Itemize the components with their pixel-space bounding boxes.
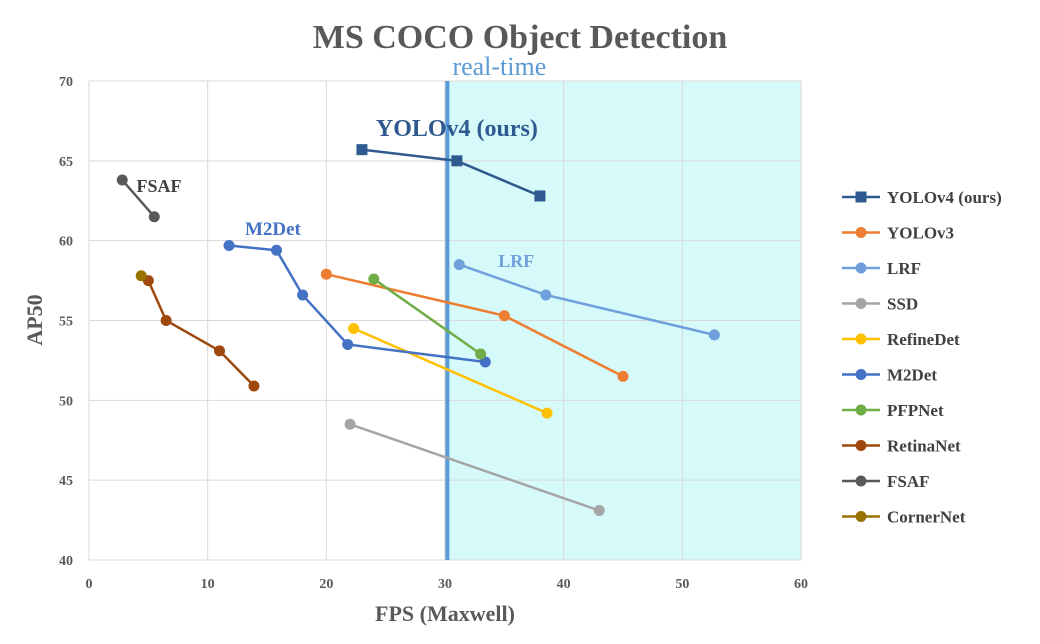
- x-tick-label: 0: [86, 577, 93, 592]
- retinanet-line: [147, 280, 255, 387]
- lrf-point: [708, 329, 720, 341]
- yolov3-point: [320, 268, 332, 280]
- refinedet-point: [348, 322, 360, 334]
- x-tick-label: 40: [557, 577, 571, 592]
- legend-item: YOLOv4 (ours): [842, 188, 1002, 207]
- legend-item: PFPNet: [842, 401, 944, 420]
- y-axis-ticks: 40 45 50 55 60 65 70: [59, 75, 73, 569]
- legend-item: LRF: [842, 259, 921, 278]
- y-tick-label: 70: [59, 75, 73, 90]
- y-tick-label: 50: [59, 394, 73, 409]
- x-axis-ticks: 0 10 20 30 40 50 60: [86, 577, 809, 592]
- series-yolov4-ours: [356, 144, 546, 202]
- fsaf-point: [148, 211, 160, 223]
- retinanet-point: [248, 380, 260, 392]
- legend-item: CornerNet: [842, 508, 966, 527]
- annotation-label: M2Det: [245, 219, 302, 240]
- legend-label: PFPNet: [887, 401, 944, 420]
- legend-marker: [855, 511, 867, 522]
- legend-marker: [855, 333, 867, 345]
- legend-item: SSD: [842, 295, 918, 314]
- y-tick-label: 60: [59, 235, 73, 250]
- legend-marker: [855, 298, 867, 309]
- yolov3-point: [617, 370, 629, 382]
- series-fsaf: [116, 174, 160, 223]
- y-tick-label: 45: [59, 474, 73, 489]
- series-refinedet: [348, 322, 553, 419]
- y-tick-label: 55: [59, 315, 73, 330]
- annotation-label: YOLOv4 (ours): [376, 116, 538, 142]
- legend-marker: [855, 475, 867, 487]
- legend-label: LRF: [887, 259, 921, 278]
- x-tick-label: 50: [675, 577, 689, 592]
- yolov3-point: [498, 310, 510, 322]
- series-retinanet: [142, 275, 260, 392]
- pfpnet-line: [373, 277, 482, 356]
- x-tick-label: 60: [794, 577, 808, 592]
- yolov4-ours-point: [356, 144, 368, 156]
- legend-item: M2Det: [842, 366, 937, 385]
- yolov4-ours-point: [451, 155, 463, 167]
- pfpnet-point: [368, 273, 380, 285]
- yolov4-ours-point: [534, 190, 546, 202]
- lrf-point: [540, 289, 552, 301]
- fsaf-line: [121, 179, 156, 218]
- legend-item: RetinaNet: [842, 437, 961, 456]
- legend-marker: [855, 191, 867, 203]
- m2det-point: [479, 356, 491, 368]
- legend-marker: [855, 404, 867, 416]
- series-cornernet: [135, 270, 147, 282]
- chart-title: MS COCO Object Detection: [313, 19, 728, 56]
- ssd-point: [593, 505, 605, 517]
- series-layer: [116, 144, 720, 517]
- x-tick-label: 30: [438, 577, 452, 592]
- legend-label: FSAF: [887, 472, 930, 491]
- series-pfpnet: [368, 273, 487, 360]
- legend-label: YOLOv3: [887, 224, 954, 243]
- m2det-point: [270, 244, 282, 256]
- annotation-label: LRF: [498, 251, 534, 271]
- fsaf-point: [116, 174, 128, 186]
- legend-marker: [855, 262, 867, 274]
- lrf-point: [453, 259, 465, 271]
- legend-marker: [855, 227, 867, 238]
- legend-label: CornerNet: [887, 508, 966, 527]
- retinanet-point: [160, 315, 172, 326]
- legend-label: RefineDet: [887, 330, 960, 349]
- x-axis-title: FPS (Maxwell): [375, 601, 515, 626]
- legend: YOLOv4 (ours) YOLOv3 LRF SSD RefineDet M2Det P…: [842, 188, 1002, 527]
- cornernet-point: [135, 270, 147, 282]
- annotations: YOLOv4 (ours) FSAF M2Det LRF: [137, 116, 538, 271]
- ssd-line: [349, 423, 600, 512]
- legend-item: FSAF: [842, 472, 930, 491]
- m2det-point: [342, 338, 354, 350]
- series-ssd: [344, 418, 605, 517]
- x-tick-label: 20: [319, 577, 333, 592]
- legend-label: SSD: [887, 295, 918, 314]
- legend-label: YOLOv4 (ours): [887, 188, 1002, 207]
- y-tick-label: 40: [59, 554, 73, 569]
- annotation-label: FSAF: [137, 176, 182, 196]
- retinanet-point: [214, 345, 226, 357]
- y-axis-title: AP50: [22, 294, 47, 345]
- pfpnet-point: [475, 348, 487, 360]
- legend-item: YOLOv3: [842, 224, 954, 243]
- legend-label: M2Det: [887, 366, 937, 385]
- y-tick-label: 65: [59, 155, 73, 170]
- refinedet-line: [353, 327, 548, 415]
- legend-marker: [855, 440, 867, 451]
- realtime-label: real-time: [452, 52, 546, 81]
- m2det-point: [297, 289, 309, 301]
- x-tick-label: 10: [201, 577, 215, 592]
- refinedet-point: [541, 407, 553, 419]
- ssd-point: [344, 418, 356, 430]
- m2det-point: [223, 239, 235, 251]
- series-m2det: [223, 239, 491, 368]
- series-lrf: [453, 259, 720, 341]
- legend-label: RetinaNet: [887, 437, 961, 456]
- legend-item: RefineDet: [842, 330, 960, 349]
- legend-marker: [855, 369, 867, 380]
